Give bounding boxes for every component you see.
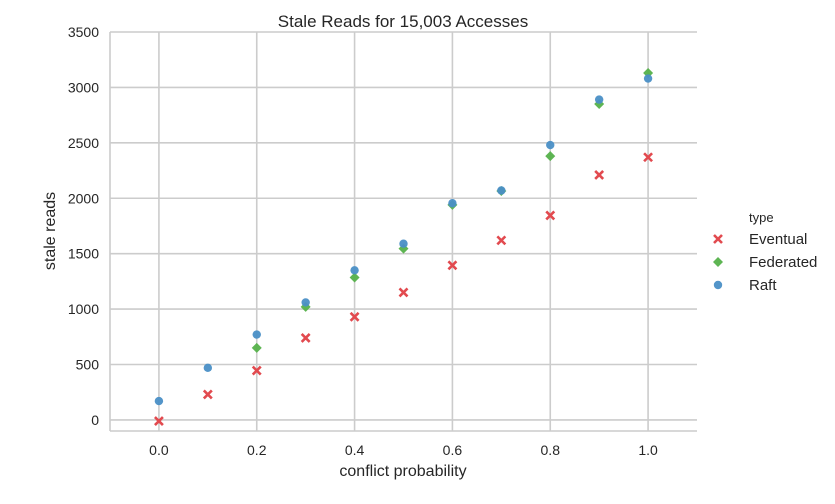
data-point-eventual [447,260,458,271]
data-point-eventual [496,235,507,246]
x-tick-label: 0.4 [345,442,365,458]
data-point-federated [545,151,556,162]
data-point-raft [350,266,359,275]
y-tick-label: 3000 [68,79,99,95]
data-point-eventual [545,210,556,221]
legend-marker-eventual [713,234,723,244]
x-tick-label: 0.2 [247,442,267,458]
x-axis-label: conflict probability [339,463,466,480]
data-point-federated [251,342,262,353]
data-point-raft [154,396,164,406]
axes [109,32,697,432]
data-point-raft [203,363,213,373]
legend-title: type [749,210,774,225]
data-point-raft [301,298,310,307]
legend-label-eventual: Eventual [749,231,807,248]
legend-label-federated: Federated [749,254,817,271]
data-point-raft [594,95,604,104]
x-tick-label: 1.0 [638,442,658,458]
data-point-raft [546,140,555,150]
data-point-eventual [153,416,164,426]
tick-labels: 0.0 0.2 0.4 0.6 0.8 1.0 0 500 1000 1500 2000 2500 30… [68,24,658,458]
data-point-raft [643,74,653,83]
data-point-eventual [594,170,605,180]
legend-label-raft: Raft [749,277,777,294]
data-point-eventual [300,332,311,343]
x-tick-label: 0.0 [149,442,169,458]
y-tick-label: 3500 [68,24,99,40]
legend-marker-raft [713,280,723,290]
y-tick-label: 500 [76,357,100,373]
y-tick-label: 1500 [68,246,99,262]
data-point-eventual [349,311,360,322]
data-point-eventual [251,365,262,376]
chart-title: Stale Reads for 15,003 Accesses [278,12,528,31]
data-point-raft [252,330,261,339]
data-point-raft [497,186,506,195]
x-tick-label: 0.8 [541,442,561,458]
legend-marker-federated [713,257,723,267]
data-point-eventual [643,152,654,163]
grid-lines [110,31,697,431]
legend: type Eventual Federated Raft [713,210,817,294]
data-points [153,68,654,426]
data-point-federated [349,272,360,283]
data-point-eventual [398,287,409,298]
y-tick-label: 1000 [68,301,99,317]
y-tick-label: 0 [91,412,99,428]
data-point-raft [448,199,457,208]
y-axis-label: stale reads [42,192,59,270]
x-tick-label: 0.6 [443,442,463,458]
data-point-eventual [202,389,213,400]
y-tick-label: 2000 [68,190,99,206]
y-tick-label: 2500 [68,135,99,151]
data-point-raft [399,239,408,248]
